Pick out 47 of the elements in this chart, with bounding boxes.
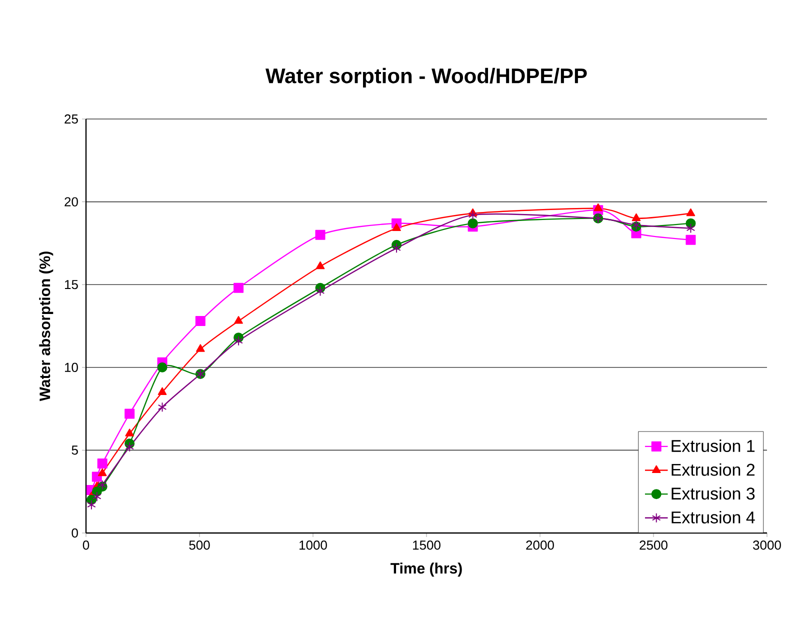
x-axis-title: Time (hrs) [390,562,462,577]
x-tick-label: 500 [189,540,210,550]
point [158,387,167,395]
point [125,442,134,452]
point [157,362,168,372]
chart-title: Water sorption - Wood/HDPE/PP [266,68,587,88]
point [234,316,243,324]
point [125,428,134,436]
point [632,213,641,222]
y-tick-label: 10 [64,362,78,372]
x-tick-label: 3000 [753,540,781,550]
x-tick-label: 1000 [300,540,327,550]
point [686,208,696,216]
legend-label: Extrusion 1 [672,440,755,452]
point [594,203,603,212]
point [315,230,326,240]
y-tick-label: 25 [64,114,78,124]
y-tick-label: 15 [64,280,78,290]
legend-label: Extrusion 4 [672,510,755,524]
point [87,500,96,510]
point [158,402,167,412]
point [196,344,205,352]
point [686,223,696,234]
y-tick-label: 0 [72,528,78,538]
x-tick-label: 2500 [640,540,668,550]
point [392,223,401,232]
point [92,492,102,502]
point [234,336,243,346]
point [97,458,108,468]
point [234,282,244,293]
point [468,210,478,220]
x-tick-label: 1500 [413,540,440,550]
point [124,408,135,419]
point [686,234,696,245]
x-tick-label: 0 [82,540,90,550]
x-tick-label: 2000 [526,540,554,550]
point [195,316,206,326]
legend-label: Extrusion 3 [672,487,755,500]
y-tick-label: 20 [64,197,78,206]
point [316,261,325,270]
point [316,286,325,296]
point [392,243,401,254]
y-axis-title: Water absorption (%) [39,252,54,402]
point [98,468,107,476]
legend-label: Extrusion 2 [672,463,755,476]
point [468,218,478,228]
y-tick-label: 5 [72,446,78,455]
